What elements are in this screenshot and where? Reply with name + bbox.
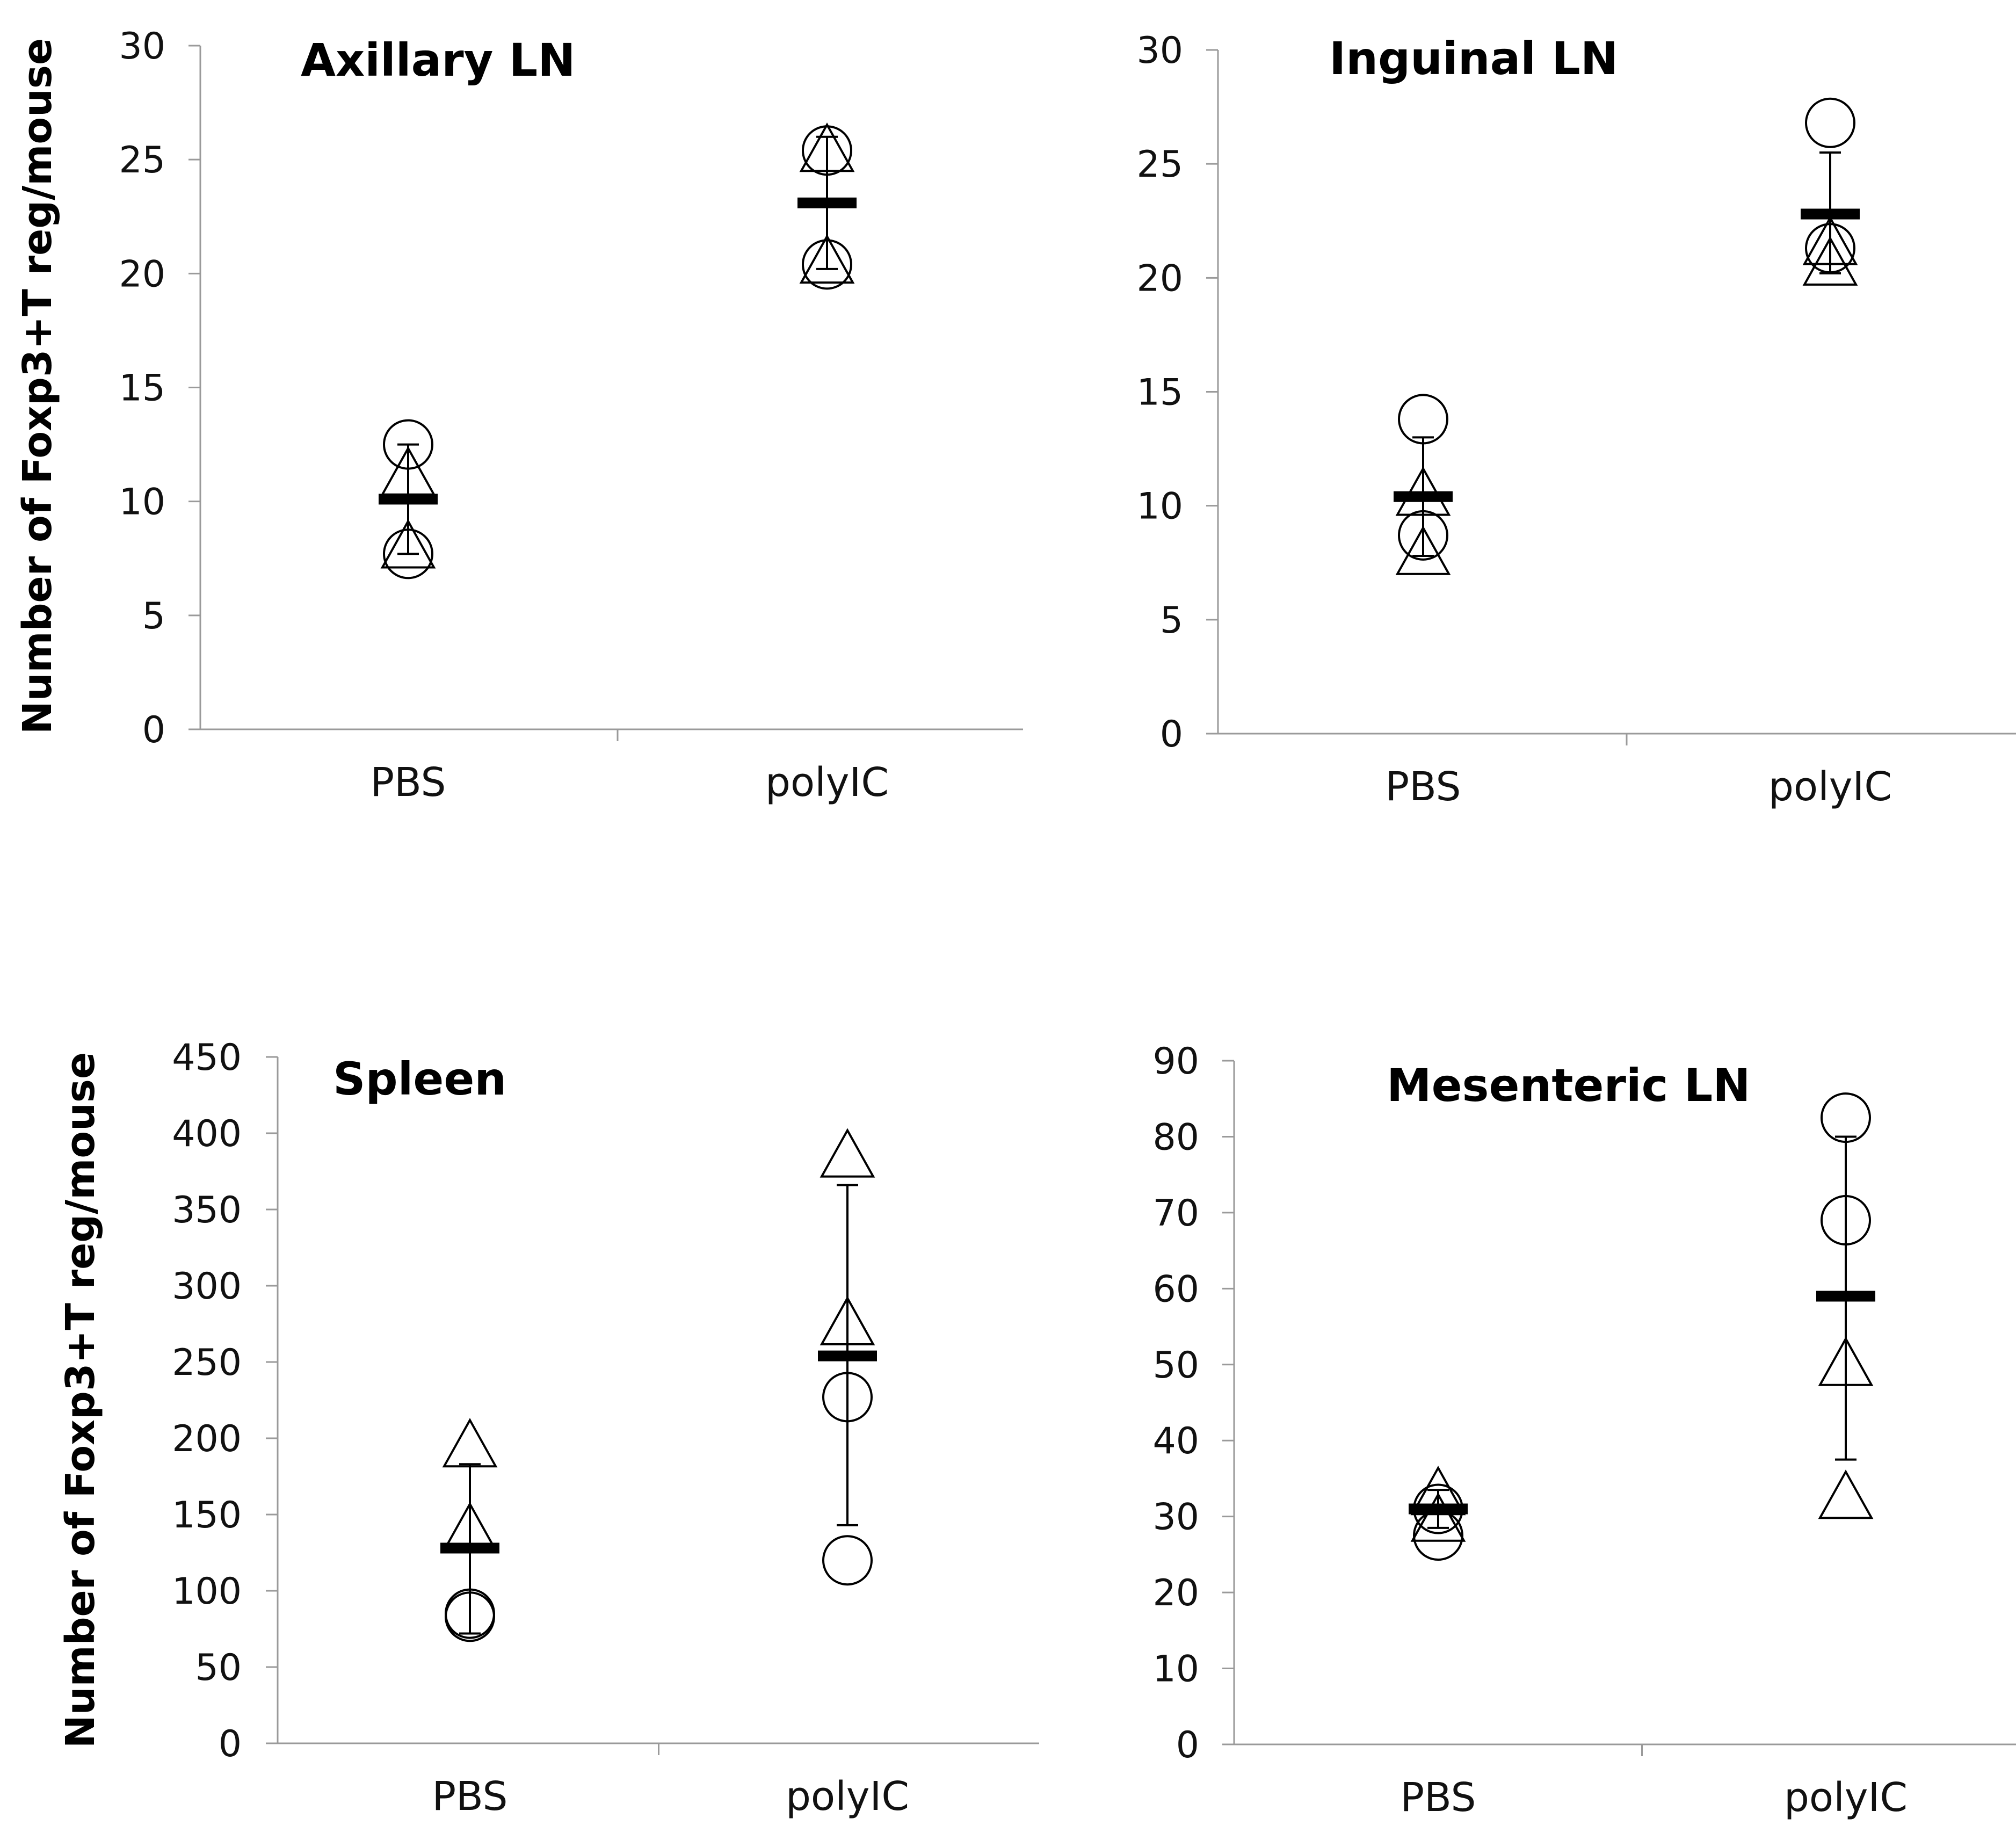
y-tick-label: 90 bbox=[1152, 1040, 1199, 1083]
data-point-triangle bbox=[1802, 236, 1858, 286]
data-point-triangle bbox=[1818, 1336, 1874, 1386]
y-tick-label: 30 bbox=[1136, 30, 1183, 72]
mean-bar bbox=[1816, 1291, 1875, 1302]
data-point-triangle bbox=[1395, 466, 1451, 516]
y-tick-label: 50 bbox=[1152, 1344, 1199, 1387]
y-tick-label: 0 bbox=[1176, 1724, 1199, 1766]
data-point-triangle bbox=[1410, 1466, 1466, 1516]
chart-panel-3: 0 50 100 150 200 250 300 350 400 450 PBS polyIC Sple… bbox=[57, 1037, 1039, 1820]
y-tick-label: 250 bbox=[172, 1342, 242, 1384]
mean-bar bbox=[1409, 1503, 1468, 1515]
data-point-circle bbox=[383, 419, 433, 470]
data-point-circle bbox=[445, 1591, 495, 1642]
data-point-triangle bbox=[1818, 1469, 1874, 1519]
y-tick-label: 5 bbox=[1160, 599, 1183, 642]
x-tick-label-pbs: PBS bbox=[1385, 764, 1461, 810]
chart-title: Inguinal LN bbox=[1329, 32, 1618, 85]
y-tick-label: 5 bbox=[142, 595, 165, 638]
y-tick-label: 30 bbox=[119, 25, 165, 68]
data-point-circle bbox=[802, 239, 852, 290]
chart-panel-1: 0 5 10 15 20 25 30 PBS polyIC Axillary LN Number o… bbox=[14, 25, 1023, 806]
y-tick-label: 0 bbox=[1160, 713, 1183, 756]
data-point-triangle bbox=[1410, 1492, 1466, 1542]
y-tick-label: 10 bbox=[119, 481, 165, 524]
x-tick-label-polyic: polyIC bbox=[765, 759, 889, 806]
y-tick-label: 15 bbox=[119, 367, 165, 410]
data-point-circle bbox=[1413, 1510, 1463, 1561]
data-point-triangle bbox=[799, 234, 855, 284]
data-point-circle bbox=[383, 528, 433, 579]
y-tick-label: 200 bbox=[172, 1418, 242, 1460]
data-point-circle bbox=[822, 1535, 873, 1586]
chart-title: Spleen bbox=[333, 1053, 506, 1105]
y-tick-label: 0 bbox=[219, 1723, 242, 1765]
mean-bar bbox=[797, 197, 857, 208]
x-tick-label-polyic: polyIC bbox=[1768, 764, 1892, 810]
data-point-triangle bbox=[820, 1295, 875, 1345]
y-axis-label: Number of Foxp3+T reg/mouse bbox=[57, 1052, 104, 1748]
x-tick-label-pbs: PBS bbox=[370, 759, 446, 806]
data-point-circle bbox=[1805, 97, 1855, 148]
y-tick-label: 20 bbox=[1136, 257, 1183, 300]
chart-title: Mesenteric LN bbox=[1387, 1059, 1751, 1112]
data-point-circle bbox=[1398, 510, 1448, 561]
data-point-triangle bbox=[442, 1502, 498, 1552]
data-point-circle bbox=[1821, 1195, 1871, 1246]
y-tick-label: 25 bbox=[119, 139, 165, 182]
mean-bar bbox=[818, 1350, 877, 1361]
data-point-circle bbox=[1398, 394, 1448, 445]
y-tick-label: 350 bbox=[172, 1189, 242, 1232]
data-point-triangle bbox=[442, 1418, 498, 1468]
data-point-triangle bbox=[1802, 215, 1858, 265]
chart-panel-4: 0 10 20 30 40 50 60 70 80 90 PBS polyIC Mesenteric L… bbox=[1152, 1040, 2016, 1821]
y-tick-label: 20 bbox=[1152, 1572, 1199, 1614]
y-tick-label: 30 bbox=[1152, 1496, 1199, 1539]
data-point-circle bbox=[822, 1372, 873, 1423]
data-point-triangle bbox=[380, 519, 436, 569]
y-tick-label: 400 bbox=[172, 1113, 242, 1155]
y-tick-label: 15 bbox=[1136, 372, 1183, 414]
data-point-circle bbox=[1413, 1483, 1463, 1534]
y-tick-label: 50 bbox=[195, 1647, 242, 1689]
y-tick-label: 10 bbox=[1152, 1648, 1199, 1691]
data-point-triangle bbox=[820, 1128, 875, 1178]
y-tick-label: 60 bbox=[1152, 1268, 1199, 1310]
mean-bar bbox=[1801, 208, 1860, 220]
y-tick-label: 70 bbox=[1152, 1192, 1199, 1235]
y-tick-label: 100 bbox=[172, 1570, 242, 1613]
data-point-circle bbox=[1805, 223, 1855, 274]
mean-bar bbox=[1394, 491, 1453, 502]
data-point-triangle bbox=[380, 446, 436, 496]
x-tick-label-polyic: polyIC bbox=[1784, 1774, 1908, 1821]
y-tick-label: 10 bbox=[1136, 486, 1183, 528]
y-tick-label: 25 bbox=[1136, 143, 1183, 186]
y-tick-label: 0 bbox=[142, 709, 165, 751]
y-tick-label: 300 bbox=[172, 1265, 242, 1308]
y-tick-label: 20 bbox=[119, 253, 165, 295]
y-tick-label: 150 bbox=[172, 1494, 242, 1537]
data-point-triangle bbox=[799, 122, 855, 172]
y-tick-label: 40 bbox=[1152, 1420, 1199, 1462]
x-tick-label-polyic: polyIC bbox=[786, 1773, 909, 1820]
mean-bar bbox=[440, 1542, 499, 1554]
y-axis-label: Number of Foxp3+T reg/mouse bbox=[14, 38, 61, 734]
mean-bar bbox=[379, 494, 438, 505]
chart-title: Axillary LN bbox=[301, 34, 576, 86]
data-point-triangle bbox=[1395, 525, 1451, 575]
chart-panel-2: 0 5 10 15 20 25 30 PBS polyIC Inguinal LN bbox=[1136, 30, 2016, 810]
data-point-circle bbox=[1821, 1092, 1871, 1143]
x-tick-label-pbs: PBS bbox=[432, 1773, 507, 1820]
x-tick-label-pbs: PBS bbox=[1400, 1774, 1476, 1821]
y-tick-label: 450 bbox=[172, 1037, 242, 1079]
y-tick-label: 80 bbox=[1152, 1116, 1199, 1158]
